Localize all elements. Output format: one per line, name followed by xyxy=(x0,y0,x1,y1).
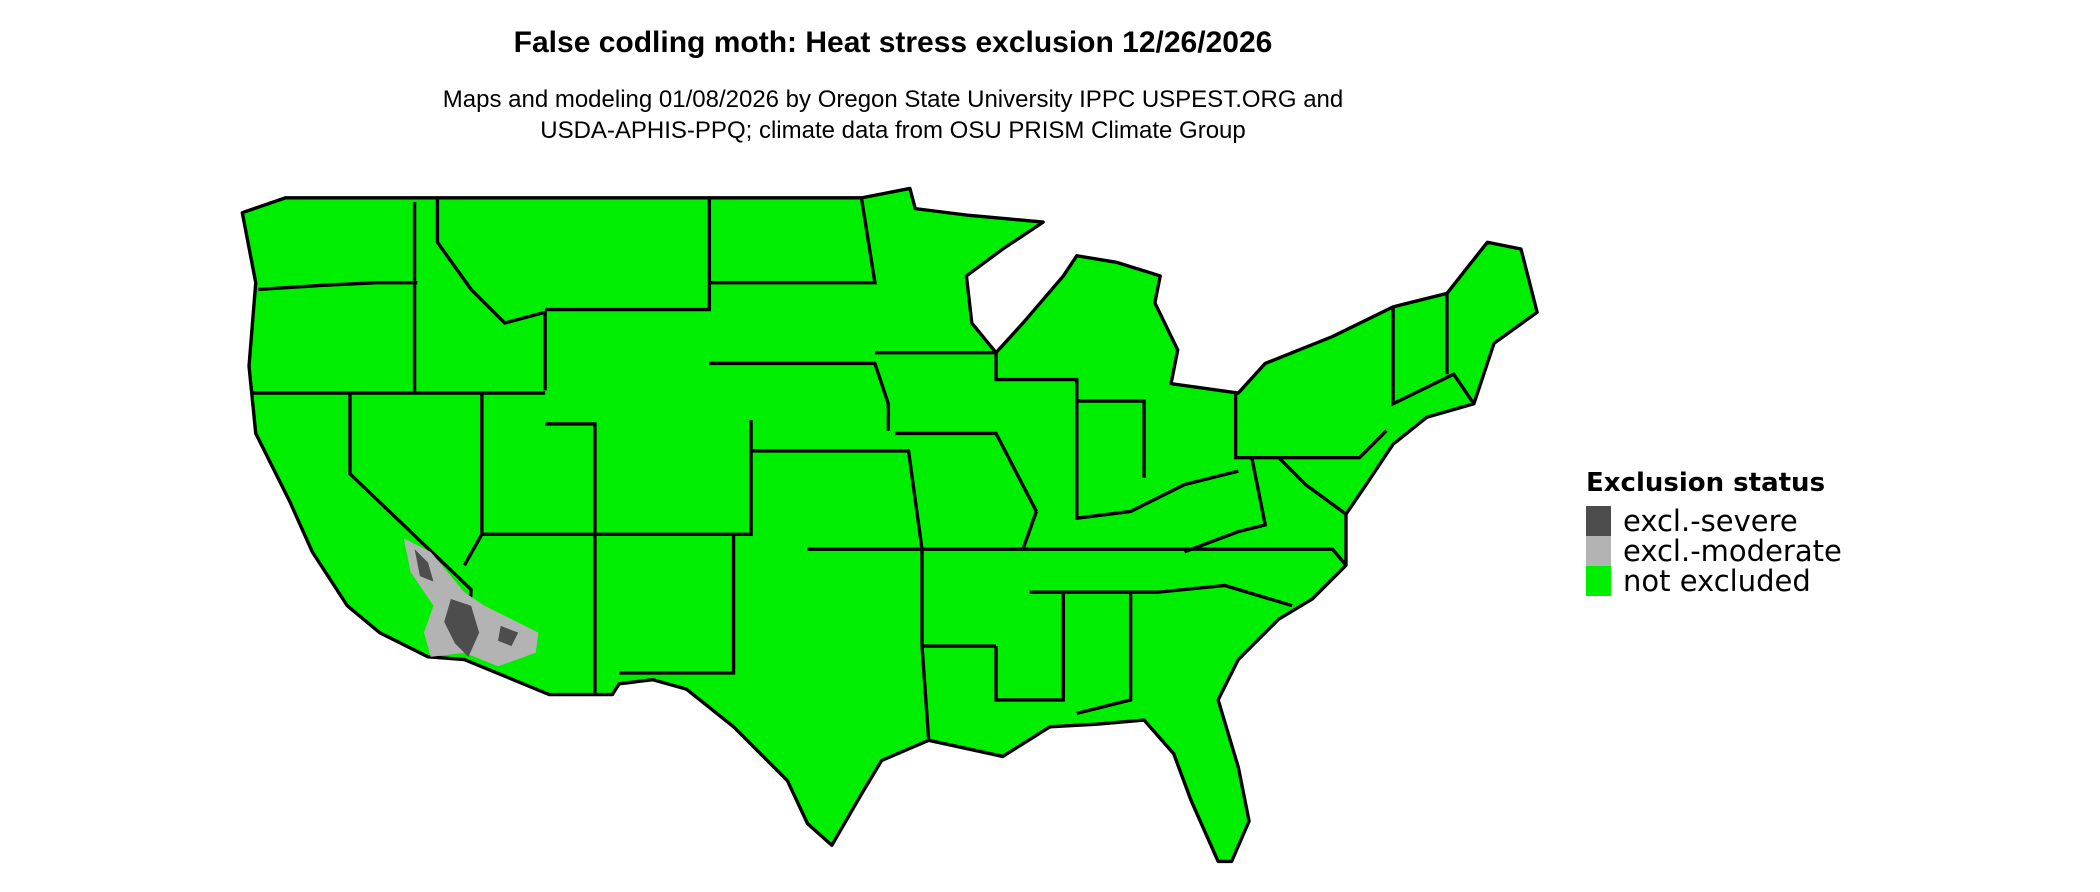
us-outline xyxy=(240,186,1539,864)
subtitle-line-2: USDA-APHIS-PPQ; climate data from OSU PR… xyxy=(540,117,1246,144)
legend-item-severe: excl.-severe xyxy=(1586,506,1842,536)
legend-label: excl.-moderate xyxy=(1623,534,1842,568)
exclusion-severe-areas xyxy=(414,549,519,657)
legend-title: Exclusion status xyxy=(1586,468,1826,498)
legend-item-not-excluded: not excluded xyxy=(1586,566,1842,596)
legend-swatch-not-excluded xyxy=(1586,566,1611,596)
legend: Exclusion status excl.-severe excl.-mode… xyxy=(1586,468,1842,596)
legend-item-moderate: excl.-moderate xyxy=(1586,536,1842,566)
legend-swatch-severe xyxy=(1586,506,1611,536)
legend-label: not excluded xyxy=(1623,564,1811,598)
subtitle-line-1: Maps and modeling 01/08/2026 by Oregon S… xyxy=(442,86,1344,113)
map-title: False codling moth: Heat stress exclusio… xyxy=(513,26,1273,59)
legend-label: excl.-severe xyxy=(1623,504,1798,538)
legend-swatch-moderate xyxy=(1586,536,1611,566)
